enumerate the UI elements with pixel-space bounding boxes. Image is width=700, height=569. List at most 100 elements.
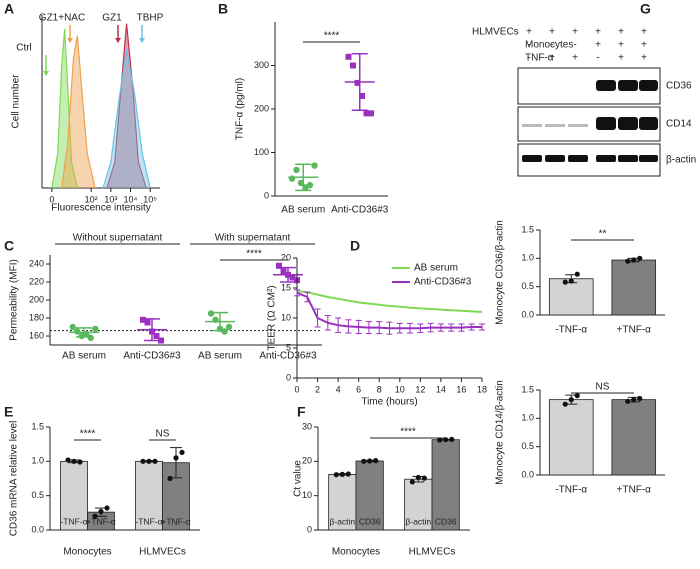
bar xyxy=(548,399,594,476)
x-category-label: HLMVECs xyxy=(139,547,186,558)
data-point xyxy=(631,257,637,263)
y-axis-label: CD36 mRNA relative level xyxy=(9,421,20,537)
histogram-curve xyxy=(51,28,78,189)
data-point xyxy=(140,316,146,323)
data-point xyxy=(361,458,367,464)
blot-sign: + xyxy=(595,40,601,51)
y-axis-label: Monocyte CD14/β-actin xyxy=(495,380,506,485)
y-tick-label: 0.0 xyxy=(521,309,534,319)
bar xyxy=(328,473,357,531)
y-tick-label: 200 xyxy=(254,103,269,113)
bar-label: -TNF-α xyxy=(135,516,162,526)
histogram-curve xyxy=(106,23,147,189)
blot-sign: + xyxy=(572,53,578,64)
group-label: With supernatant xyxy=(215,233,291,244)
bar xyxy=(135,460,163,531)
data-point xyxy=(152,458,158,464)
legend-label: Anti-CD36#3 xyxy=(414,277,472,288)
bar-label: +TNF-α xyxy=(161,516,190,526)
data-point xyxy=(354,79,361,86)
y-tick-label: 15 xyxy=(281,282,291,292)
data-point xyxy=(65,457,71,463)
data-point xyxy=(207,310,215,317)
data-point xyxy=(280,268,287,275)
data-point xyxy=(625,398,631,404)
panel-letter: A xyxy=(4,1,14,17)
blot-sign: + xyxy=(595,27,601,38)
data-point xyxy=(415,474,421,481)
curve-label: Ctrl xyxy=(16,43,32,54)
x-category-label: Anti-CD36#3 xyxy=(331,205,389,216)
y-tick-label: 30 xyxy=(302,421,312,431)
data-point xyxy=(77,459,83,465)
y-tick-label: 220 xyxy=(29,276,44,286)
panel-letter: E xyxy=(4,404,13,420)
histogram-curve xyxy=(102,49,151,189)
data-point xyxy=(345,471,351,477)
data-point xyxy=(409,479,415,485)
y-tick-label: 0.5 xyxy=(521,281,534,291)
blot-sign: + xyxy=(641,27,647,38)
data-point xyxy=(333,472,339,478)
significance-label: **** xyxy=(324,31,340,42)
data-point xyxy=(562,401,568,407)
x-tick-label: 0 xyxy=(294,384,299,394)
series-line xyxy=(296,290,483,313)
x-category-label: AB serum xyxy=(198,351,242,362)
data-point xyxy=(363,110,370,117)
data-point xyxy=(568,278,574,284)
data-point xyxy=(69,323,76,331)
curve-label: GZ1 xyxy=(102,13,122,24)
data-point xyxy=(92,513,98,519)
x-category-label: AB serum xyxy=(62,351,106,362)
data-point xyxy=(140,458,146,464)
x-category-label: Monocytes xyxy=(332,547,380,558)
blot-sign: + xyxy=(572,27,578,38)
data-point xyxy=(173,455,179,461)
y-tick-label: 1.0 xyxy=(521,253,534,263)
data-point xyxy=(153,333,160,339)
blot-sign: - xyxy=(550,40,553,51)
data-point xyxy=(71,458,77,464)
significance-label: NS xyxy=(156,429,170,440)
x-category-label: Anti-CD36#3 xyxy=(259,351,317,362)
y-tick-label: 0.0 xyxy=(31,524,44,534)
blot-band-label: β-actin xyxy=(666,155,696,166)
x-tick-label: 10⁵ xyxy=(143,194,157,204)
data-point xyxy=(631,397,637,403)
y-tick-label: 180 xyxy=(29,312,44,322)
blot-sign: + xyxy=(526,27,532,38)
y-axis-label: Permeability (MFI) xyxy=(9,259,20,341)
x-category-label: AB serum xyxy=(281,205,325,216)
panel-letter: F xyxy=(297,404,306,420)
group-label: Without supernatant xyxy=(73,233,163,244)
data-point xyxy=(637,255,643,261)
blot-sign: - xyxy=(527,53,530,64)
data-point xyxy=(289,274,296,281)
blot-sign: - xyxy=(527,40,530,51)
y-tick-label: 0 xyxy=(264,190,269,200)
y-tick-label: 5 xyxy=(286,342,291,352)
data-point xyxy=(562,279,568,285)
blot-row-label: Monocytes xyxy=(525,40,573,51)
y-tick-label: 1.0 xyxy=(31,456,44,466)
data-point xyxy=(87,334,94,341)
x-tick-label: 12 xyxy=(415,384,425,394)
data-point xyxy=(98,508,104,515)
data-point xyxy=(449,436,455,442)
blot-sign: + xyxy=(549,53,555,64)
x-tick-label: 14 xyxy=(436,384,446,394)
y-tick-label: 0 xyxy=(286,372,291,382)
curve-label: GZ1+NAC xyxy=(39,13,85,24)
bar-label: β-actin xyxy=(329,516,355,526)
data-point xyxy=(306,181,314,189)
blot-bands xyxy=(522,80,658,162)
data-point xyxy=(158,337,164,344)
data-point xyxy=(104,505,110,511)
y-tick-label: 0 xyxy=(307,524,312,534)
significance-label: ** xyxy=(599,229,607,240)
y-tick-label: 1.5 xyxy=(521,384,534,394)
blot-sign: + xyxy=(641,53,647,64)
y-axis-label: TNF-α (pg/ml) xyxy=(235,78,246,140)
